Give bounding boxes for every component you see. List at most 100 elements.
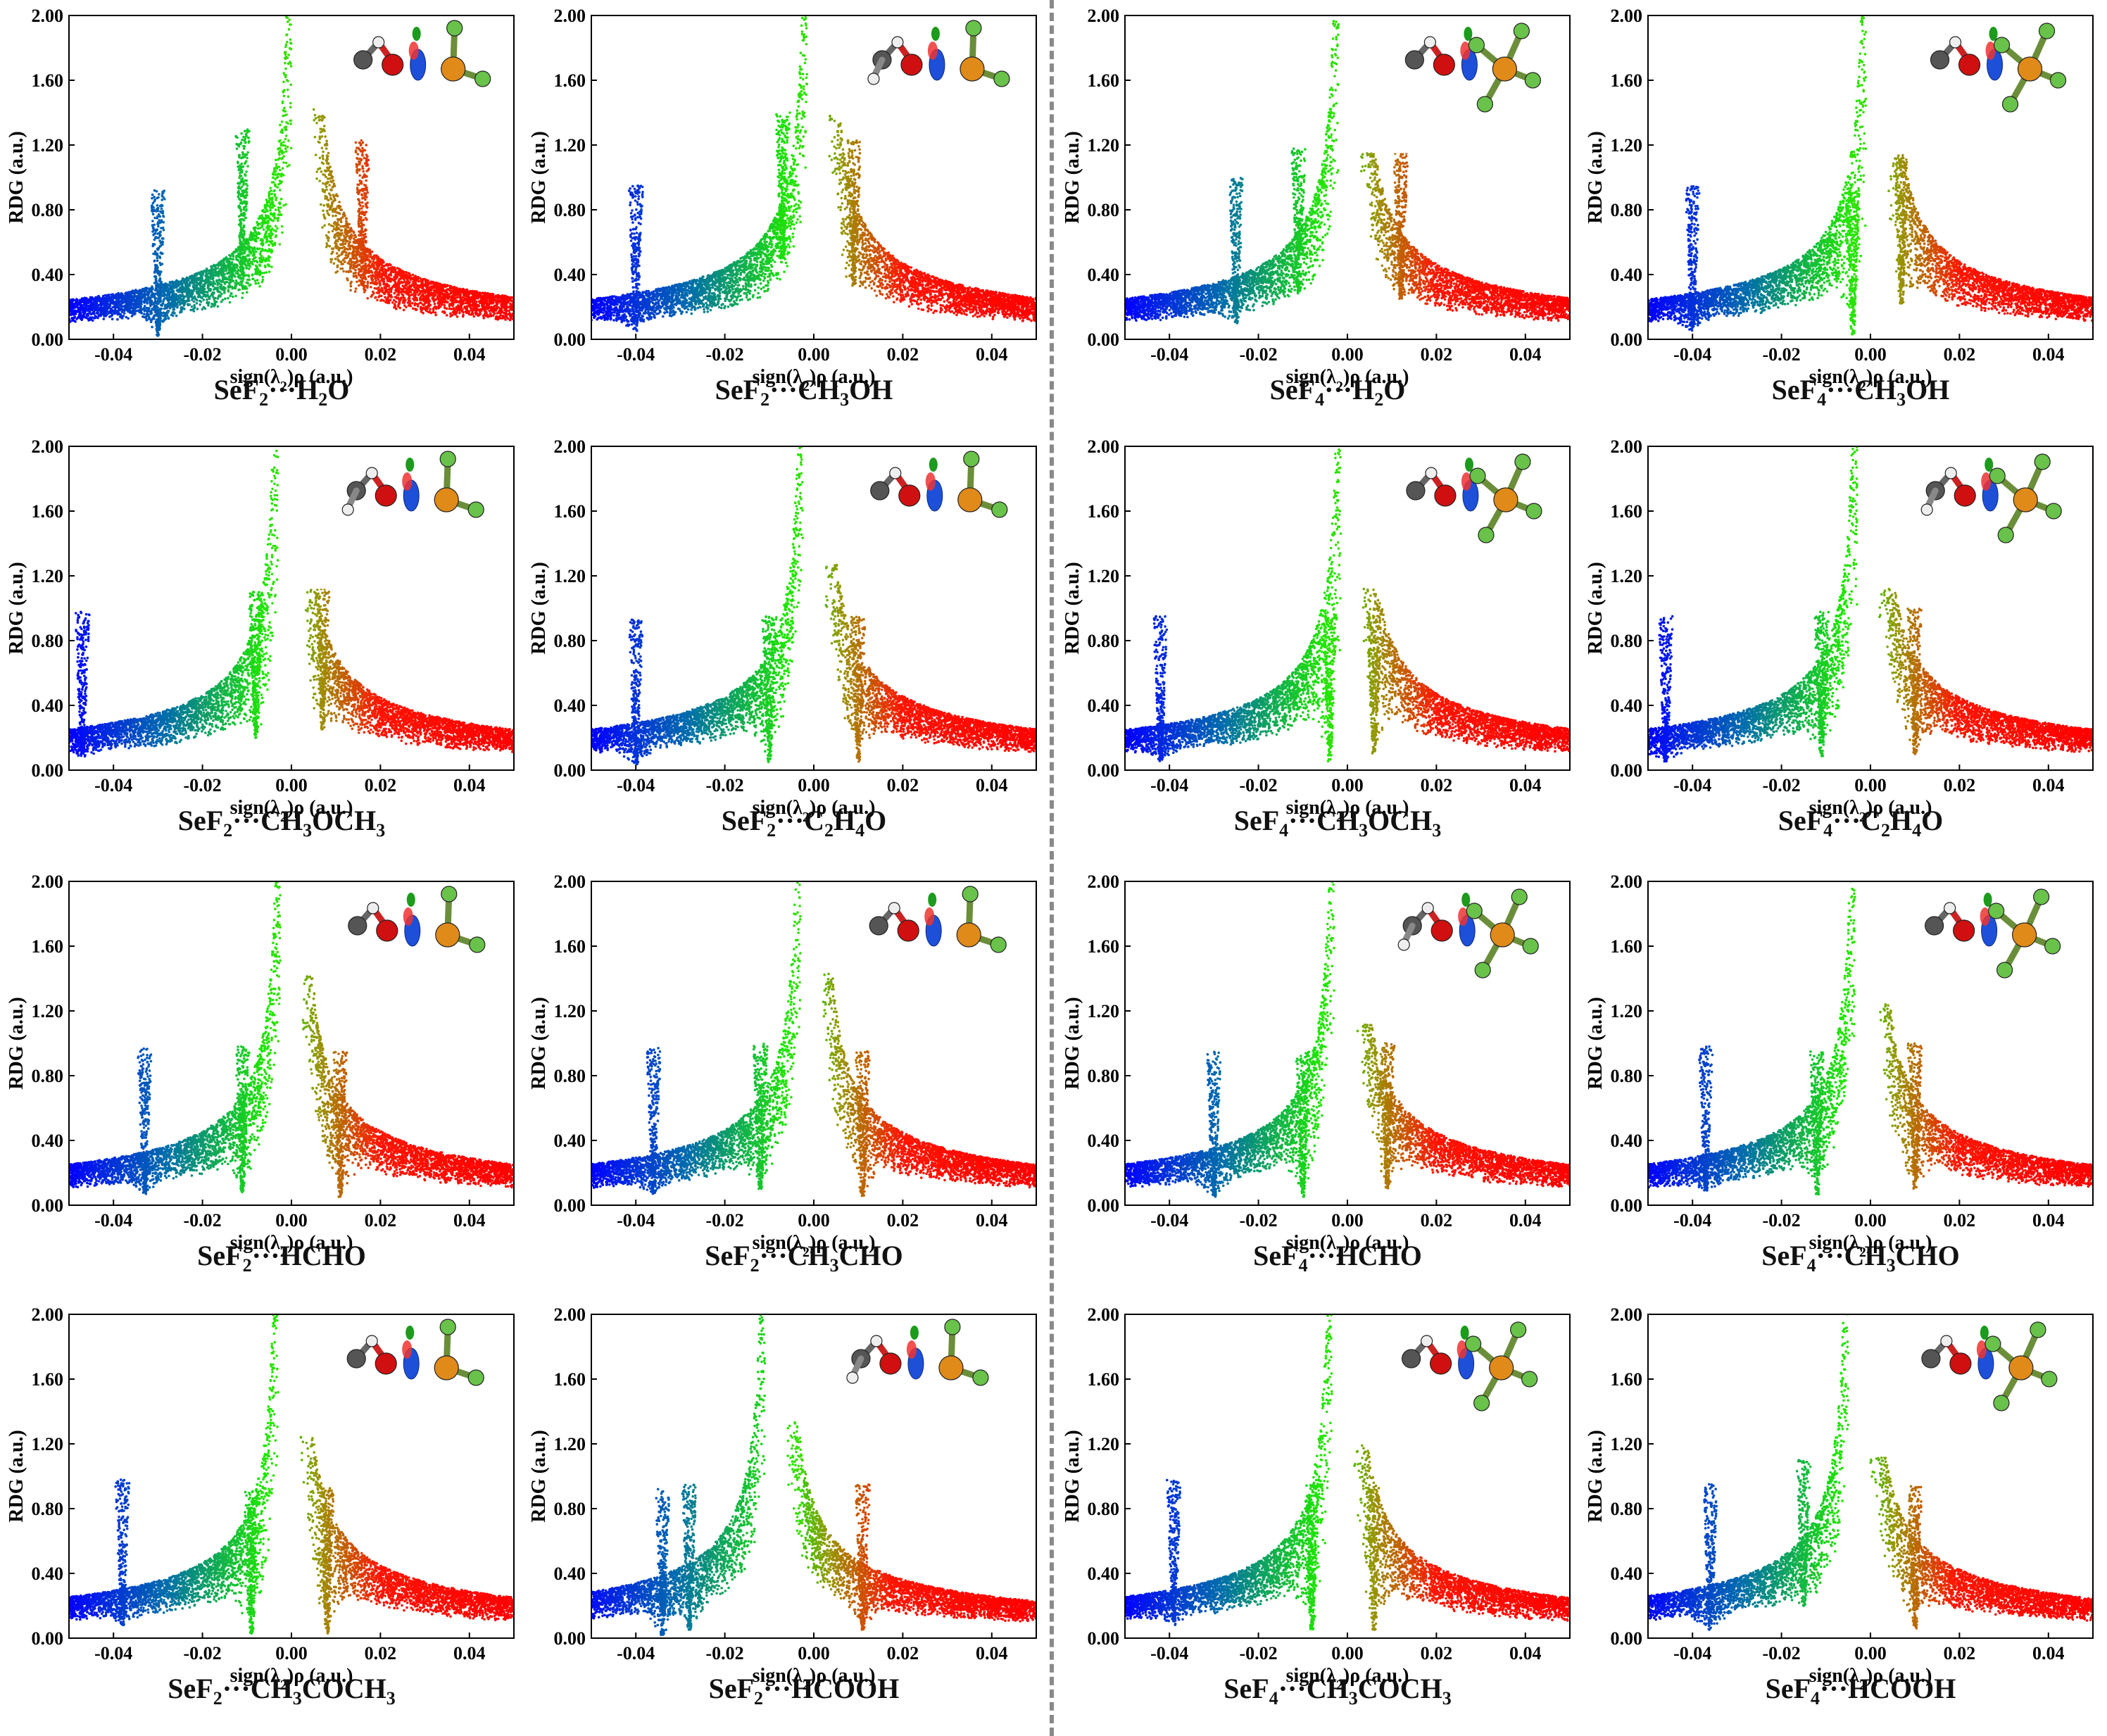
rdg-point: [216, 284, 219, 287]
rdg-point: [388, 302, 391, 305]
rdg-point: [458, 308, 461, 310]
rdg-point: [282, 167, 284, 170]
rdg-point: [335, 229, 338, 232]
rdg-point: [196, 302, 199, 305]
rdg-point: [402, 272, 405, 275]
rdg-point: [240, 277, 243, 280]
rdg-point: [167, 289, 170, 292]
rdg-point: [425, 291, 428, 294]
rdg-point: [434, 290, 436, 293]
rdg-point: [391, 296, 394, 298]
rdg-point: [353, 272, 356, 275]
rdg-point: [106, 306, 108, 308]
rdg-point: [125, 296, 128, 299]
rdg-point: [365, 265, 367, 268]
rdg-point: [196, 299, 199, 302]
rdg-point: [150, 290, 153, 293]
rdg-point: [279, 206, 282, 209]
rdg-point: [201, 274, 204, 277]
rdg-point: [212, 296, 215, 298]
rdg-point: [261, 225, 264, 227]
rdg-point: [118, 295, 121, 298]
rdg-point: [207, 284, 210, 287]
rdg-point: [454, 313, 457, 316]
rdg-point: [81, 297, 84, 300]
rdg-point: [460, 303, 463, 306]
rdg-point: [289, 63, 292, 65]
rdg-point: [269, 209, 272, 212]
rdg-point: [208, 289, 211, 291]
rdg-point: [473, 308, 476, 311]
rdg-point: [343, 213, 346, 215]
rdg-point: [215, 301, 218, 303]
rdg-point: [111, 317, 114, 320]
rdg-point: [206, 298, 208, 301]
rdg-point: [227, 265, 229, 268]
rdg-point: [120, 314, 122, 317]
rdg-point: [489, 313, 492, 315]
rdg-point: [248, 254, 251, 257]
rdg-point: [377, 292, 380, 295]
rdg-point: [401, 296, 403, 299]
rdg-point: [74, 311, 77, 314]
rdg-point: [281, 152, 284, 155]
rdg-point: [327, 155, 329, 158]
rdg-point: [387, 292, 390, 295]
rdg-point: [374, 262, 377, 265]
rdg-point: [333, 184, 336, 187]
rdg-point: [167, 284, 170, 287]
rdg-point: [73, 305, 75, 308]
rdg-point: [419, 298, 422, 301]
rdg-point: [381, 291, 384, 294]
rdg-point: [245, 267, 248, 270]
rdg-point: [468, 310, 471, 313]
rdg-point: [139, 306, 142, 308]
rdg-point: [84, 315, 87, 318]
rdg-point: [484, 310, 487, 313]
rdg-point: [220, 269, 222, 272]
rdg-point: [106, 303, 109, 306]
rdg-point: [384, 273, 386, 276]
rdg-point: [503, 305, 506, 308]
rdg-point: [200, 291, 203, 294]
rdg-point: [289, 122, 292, 125]
rdg-point: [217, 306, 220, 308]
rdg-point: [177, 284, 180, 287]
rdg-point: [458, 301, 460, 304]
rdg-point: [193, 304, 196, 307]
rdg-point: [358, 284, 360, 287]
rdg-point: [289, 47, 291, 50]
rdg-point: [172, 287, 175, 289]
rdg-point: [253, 246, 256, 249]
rdg-point: [495, 317, 498, 320]
rdg-point: [427, 311, 430, 314]
rdg-point: [256, 260, 258, 263]
rdg-point: [90, 301, 93, 303]
rdg-point: [326, 210, 329, 213]
rdg-point: [448, 308, 451, 310]
rdg-point: [340, 239, 343, 241]
rdg-point: [280, 142, 283, 145]
rdg-point: [394, 268, 397, 271]
rdg-point: [163, 215, 165, 218]
rdg-point: [352, 230, 355, 233]
rdg-point: [356, 281, 358, 284]
rdg-point: [201, 277, 203, 279]
rdg-point: [182, 278, 184, 281]
rdg-point: [204, 307, 207, 310]
rdg-point: [420, 286, 423, 289]
rdg-point: [192, 284, 195, 287]
rdg-point: [426, 288, 429, 291]
rdg-point: [72, 299, 75, 302]
rdg-point: [123, 305, 126, 308]
rdg-point: [82, 314, 85, 317]
rdg-point: [139, 296, 141, 298]
rdg-point: [236, 282, 239, 284]
rdg-point: [348, 237, 351, 240]
rdg-point: [267, 263, 270, 266]
rdg-point: [206, 291, 209, 294]
rdg-point: [434, 311, 437, 314]
rdg-point: [273, 168, 276, 170]
rdg-point: [344, 228, 347, 231]
rdg-point: [251, 246, 253, 249]
